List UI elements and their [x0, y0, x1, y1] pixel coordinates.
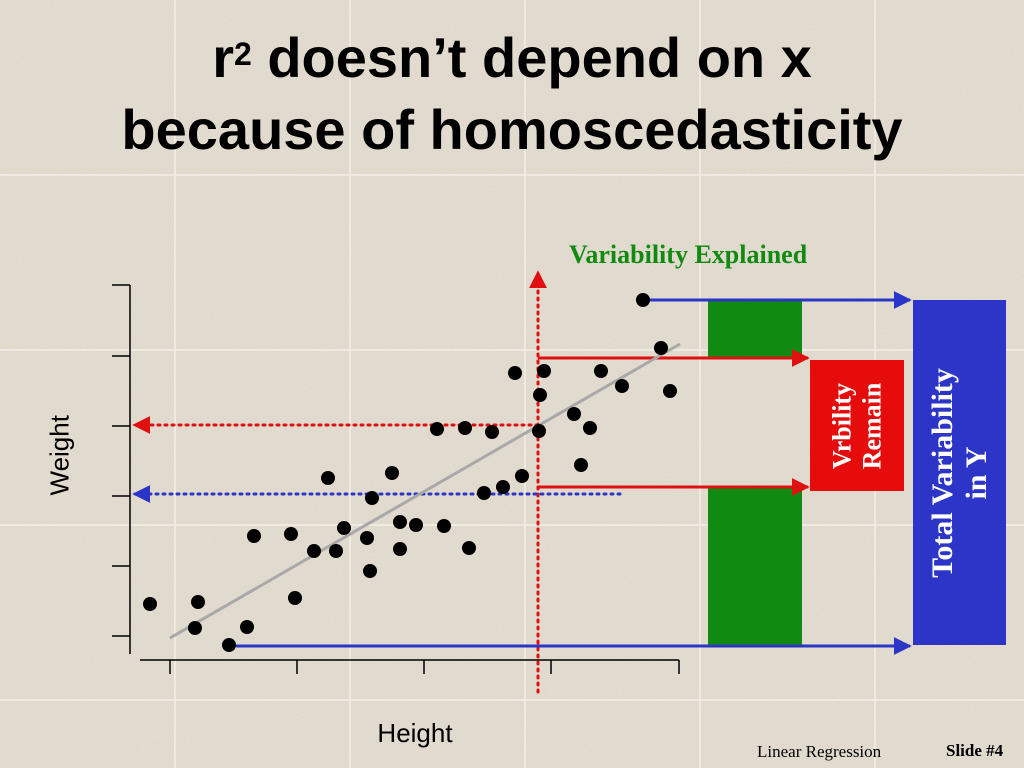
data-point [574, 458, 588, 472]
explained-bar-bottom [708, 488, 802, 645]
data-point [385, 466, 399, 480]
data-point [458, 421, 472, 435]
data-point [393, 542, 407, 556]
y-axis-label: Weight [44, 415, 75, 496]
data-point [437, 519, 451, 533]
data-point [533, 388, 547, 402]
footer-course-title: Linear Regression [757, 742, 882, 761]
data-point [515, 469, 529, 483]
data-point [321, 471, 335, 485]
remain-line-2: Remain [856, 382, 886, 469]
regression-line [169, 342, 681, 640]
data-point [284, 527, 298, 541]
footer-slide-number: Slide #4 [946, 741, 1004, 760]
data-point [191, 595, 205, 609]
explained-bar-top [708, 300, 802, 358]
data-point [143, 597, 157, 611]
data-point [583, 421, 597, 435]
data-point [409, 518, 423, 532]
data-point [365, 491, 379, 505]
data-point [485, 425, 499, 439]
data-point [393, 515, 407, 529]
total-line-1: Total Variability [925, 367, 959, 578]
data-point [615, 379, 629, 393]
data-point [654, 341, 668, 355]
data-point [222, 638, 236, 652]
data-point [594, 364, 608, 378]
data-point [477, 486, 491, 500]
title-suffix: doesn’t depend on x [251, 26, 812, 89]
variability-remain-label: Vrbility Remain [810, 360, 904, 491]
data-point [288, 591, 302, 605]
y-axis [112, 284, 131, 654]
total-line-2: in Y [959, 445, 993, 500]
data-point [240, 620, 254, 634]
title-line-1: r2 doesn’t depend on x [0, 22, 1024, 94]
title-r: r [212, 26, 234, 89]
data-point [496, 480, 510, 494]
variability-explained-label: Variability Explained [569, 240, 808, 269]
data-point [567, 407, 581, 421]
variability-remain-box [810, 360, 904, 491]
data-point [363, 564, 377, 578]
title-superscript: 2 [233, 36, 252, 72]
data-point [247, 529, 261, 543]
total-variability-label: Total Variability in Y [913, 300, 1006, 645]
data-point [462, 541, 476, 555]
data-point [537, 364, 551, 378]
data-point [307, 544, 321, 558]
data-point [532, 424, 546, 438]
total-variability-box [913, 300, 1006, 645]
x-axis-label: Height [377, 718, 453, 748]
data-point [430, 422, 444, 436]
slide-title: r2 doesn’t depend on x because of homosc… [0, 22, 1024, 166]
data-point [337, 521, 351, 535]
data-point [360, 531, 374, 545]
x-axis [140, 659, 680, 674]
data-point [663, 384, 677, 398]
data-point [188, 621, 202, 635]
data-point [636, 293, 650, 307]
data-points [143, 293, 677, 652]
data-point [329, 544, 343, 558]
title-line-2: because of homoscedasticity [121, 98, 903, 161]
data-point [508, 366, 522, 380]
remain-line-1: Vrbility [826, 382, 856, 469]
